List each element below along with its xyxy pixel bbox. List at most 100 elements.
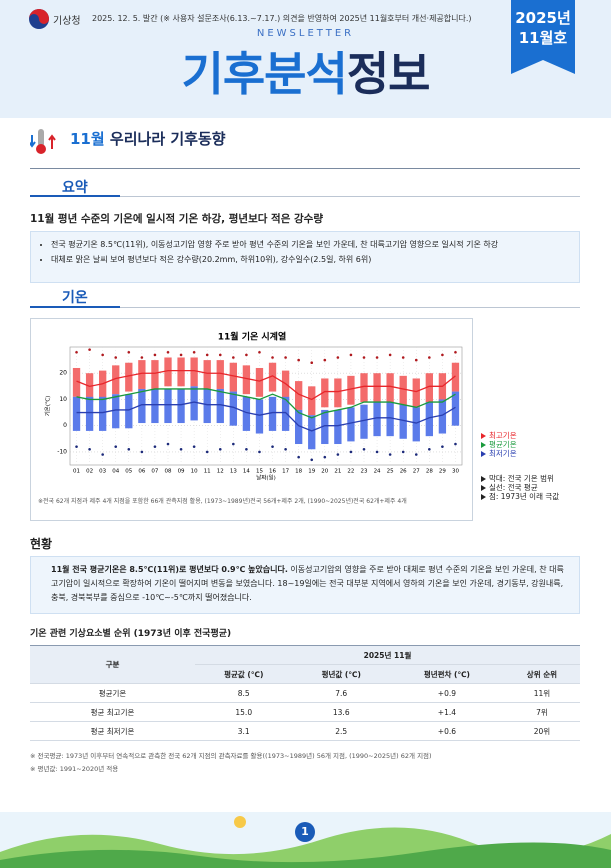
temp-heading: 기온	[62, 290, 88, 306]
record-dot	[75, 445, 78, 448]
record-dot	[258, 450, 261, 454]
record-dot	[153, 445, 157, 448]
record-dot	[297, 455, 300, 459]
record-dot	[153, 353, 157, 357]
range-bar	[125, 394, 133, 429]
td: 평균기온	[30, 683, 195, 703]
record-dot	[428, 356, 431, 359]
range-bar	[242, 365, 251, 395]
record-dot	[349, 450, 353, 454]
badge-text: 2025년 11월호	[511, 8, 575, 48]
range-bar	[190, 386, 198, 421]
agency: 기상청	[53, 16, 81, 27]
range-bar	[438, 373, 447, 403]
record-dot	[245, 353, 248, 357]
td: 15.0	[195, 702, 293, 722]
record-dot	[362, 356, 366, 359]
th: 상위 순위	[503, 664, 580, 684]
x-tick-label: 04	[112, 469, 119, 475]
summary-box: 전국 평균기온 8.5℃(11위), 이동성고기압 영향 주로 받아 평년 수준…	[30, 231, 580, 283]
range-bar	[138, 360, 146, 389]
th: 평균값 (℃)	[195, 664, 293, 684]
range-bar	[190, 357, 198, 387]
rule	[30, 168, 580, 169]
y-axis-label: 기온(℃)	[44, 396, 52, 417]
record-dot	[310, 361, 314, 365]
status-bold: 11월 전국 평균기온은 8.5℃(11위)로 평년보다 0.9℃ 높았습니다.	[51, 565, 288, 574]
range-bar	[203, 360, 211, 389]
y-tick-label: 10	[59, 396, 67, 403]
x-tick-label: 07	[151, 469, 158, 475]
record-dot	[114, 445, 118, 448]
agency-logo	[29, 9, 49, 29]
note-marker	[481, 485, 486, 491]
record-dot	[414, 453, 418, 456]
rule	[30, 196, 580, 197]
record-dot	[271, 356, 274, 359]
x-tick-label: 29	[439, 469, 446, 475]
range-bar	[112, 394, 120, 429]
td: +1.4	[390, 702, 504, 722]
range-bar	[399, 375, 407, 405]
record-dot	[258, 350, 261, 354]
record-dot	[140, 450, 144, 454]
range-bar	[386, 402, 394, 437]
record-dot	[271, 445, 274, 448]
series-line	[76, 401, 456, 432]
record-dot	[166, 442, 170, 446]
record-dot	[284, 356, 287, 359]
record-dot	[218, 353, 222, 357]
record-dot	[401, 450, 405, 454]
chart-frame	[30, 318, 473, 521]
note-marker	[481, 476, 486, 482]
badge	[511, 0, 575, 74]
x-tick-label: 26	[400, 469, 407, 475]
x-tick-label: 03	[99, 469, 106, 475]
range-bar	[177, 388, 185, 424]
record-dot	[245, 447, 248, 451]
y-tick-label: 0	[63, 422, 67, 429]
record-dot	[179, 447, 183, 451]
chart-source: ※전국 62개 지점과 제주 4개 지점을 포함한 66개 관측지점 활용, (…	[38, 498, 407, 505]
status-heading: 현황	[30, 537, 53, 551]
page-number: 1	[301, 825, 309, 838]
chart: 11월 기온 시계열 01 02 03 04 05 06 07 08 09 10 11 12 13 14 15…	[44, 331, 560, 502]
title: 기후분석정보	[0, 38, 611, 104]
range-bar	[138, 388, 146, 424]
record-dot	[336, 453, 340, 456]
range-bar	[347, 407, 355, 442]
record-dot	[401, 356, 405, 359]
plot-area	[69, 346, 463, 466]
td: 3.1	[195, 721, 293, 741]
range-bar	[412, 407, 420, 442]
table-title: 기온 관련 기상요소별 순위 (1973년 이후 전국평균)	[30, 629, 232, 639]
range-bar	[125, 362, 133, 392]
x-tick-label: 11	[204, 469, 211, 475]
x-tick-label: 17	[282, 469, 289, 475]
badge-year: 2025년	[515, 9, 571, 27]
chart-note: 막대: 전국 기온 범위	[489, 473, 554, 483]
record-dot	[101, 353, 104, 357]
chart-note: 실선: 전국 평균	[489, 482, 538, 492]
rule-accent	[30, 195, 120, 197]
td: 7위	[503, 702, 580, 722]
legend-marker	[481, 442, 486, 448]
record-dot	[127, 447, 131, 451]
th: 구분	[30, 645, 195, 684]
legend-label: 최저기온	[489, 448, 517, 458]
title-b: 정보	[346, 47, 431, 101]
td: +0.9	[390, 683, 504, 703]
summary-bullet: 대체로 맑은 날씨 보여 평년보다 적은 강수량(20.2mm, 하위10위),…	[51, 252, 573, 267]
range-bar	[321, 378, 329, 408]
series-line	[76, 388, 456, 419]
x-tick-label: 30	[452, 469, 459, 475]
range-bar	[72, 367, 81, 397]
range-bar	[281, 396, 290, 431]
x-tick-label: 24	[374, 469, 381, 475]
rule	[30, 307, 580, 308]
x-tick-label: 27	[413, 469, 420, 475]
range-bar	[451, 391, 460, 426]
td: 7.6	[292, 683, 390, 703]
range-bar	[347, 375, 355, 405]
range-bar	[99, 396, 107, 431]
